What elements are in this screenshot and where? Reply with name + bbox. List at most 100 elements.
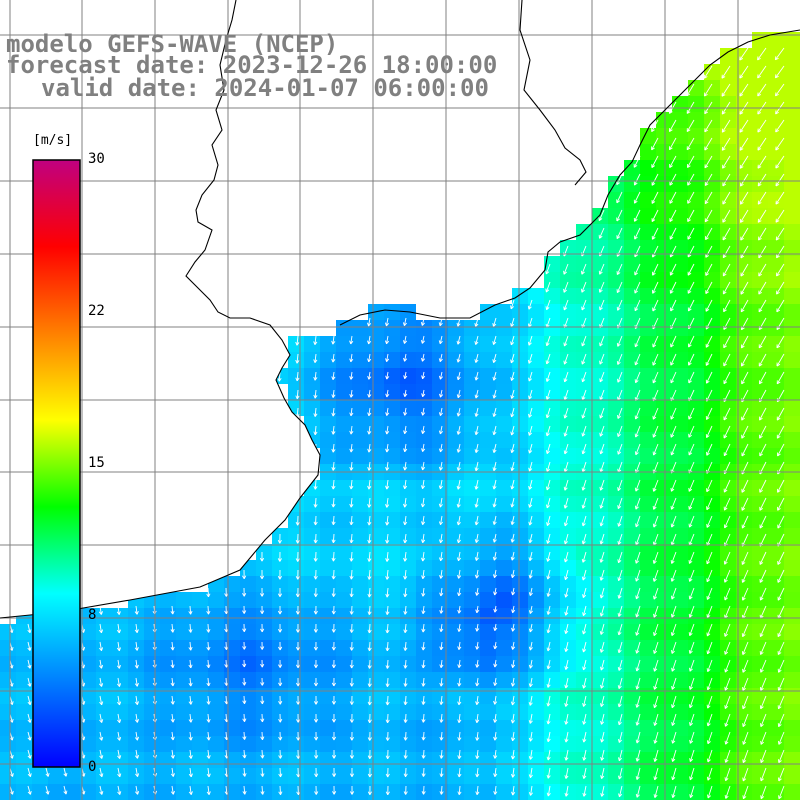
speed-cell <box>608 208 624 224</box>
wind-arrow <box>404 335 407 344</box>
wind-arrow-head <box>458 610 462 614</box>
speed-cell <box>0 688 16 704</box>
wind-arrow <box>512 731 515 741</box>
speed-cell <box>624 672 640 688</box>
wind-arrow-head <box>669 201 674 204</box>
wind-arrow-head <box>740 292 745 295</box>
wind-arrow <box>721 137 731 151</box>
speed-cell <box>720 576 736 592</box>
speed-cell <box>368 400 384 416</box>
wind-arrow-head <box>439 592 442 597</box>
wind-arrow-head <box>476 755 480 760</box>
wind-arrow-head <box>742 741 747 745</box>
wind-arrow <box>634 299 641 311</box>
wind-arrow-head <box>278 773 281 778</box>
speed-cell <box>736 688 752 704</box>
speed-cell <box>240 704 256 720</box>
wind-arrow-head <box>224 755 228 759</box>
speed-cell <box>208 672 224 688</box>
wind-arrow-head <box>775 57 779 61</box>
speed-cell <box>0 768 16 784</box>
wind-arrow <box>135 713 138 723</box>
speed-cell <box>656 608 672 624</box>
wind-arrow-head <box>331 593 334 597</box>
wind-arrow-head <box>350 521 354 526</box>
wind-arrow-head <box>475 719 478 723</box>
speed-cell <box>656 112 672 128</box>
speed-cell <box>416 624 432 640</box>
wind-arrow-head <box>386 576 390 580</box>
speed-cell <box>368 736 384 752</box>
speed-cell <box>112 784 128 800</box>
wind-arrow-head <box>582 523 586 527</box>
speed-cell <box>672 352 688 368</box>
wind-arrow-head <box>725 759 729 763</box>
wind-arrow-head <box>404 593 408 598</box>
wind-arrow-head <box>11 629 14 633</box>
speed-cell <box>304 768 320 784</box>
speed-cell <box>736 784 752 800</box>
wind-arrow-head <box>653 613 655 618</box>
speed-cell <box>208 784 224 800</box>
wind-arrow-head <box>331 503 334 508</box>
wind-arrow <box>672 731 677 744</box>
wind-arrow-head <box>492 449 495 453</box>
wind-arrow-head <box>11 647 14 651</box>
wind-arrow-head <box>421 736 424 741</box>
wind-arrow-head <box>259 593 263 597</box>
speed-cell <box>272 720 288 736</box>
speed-cell <box>352 496 368 512</box>
speed-cell <box>752 80 768 96</box>
wind-arrow <box>404 443 407 452</box>
wind-arrow-head <box>440 791 444 795</box>
wind-arrow <box>475 515 479 526</box>
wind-arrow-head <box>545 288 547 293</box>
wind-arrow-head <box>367 773 371 778</box>
wind-arrow-head <box>652 380 657 384</box>
wind-arrow-head <box>635 541 637 546</box>
wind-arrow-head <box>188 611 192 615</box>
wind-arrow-head <box>458 592 462 597</box>
wind-arrow <box>707 677 713 690</box>
wind-arrow <box>705 335 713 348</box>
speed-cell <box>784 112 800 128</box>
wind-arrow-head <box>618 560 622 564</box>
wind-arrow-head <box>206 629 209 633</box>
speed-cell <box>448 592 464 608</box>
wind-arrow-head <box>367 791 371 795</box>
wind-arrow-head <box>367 467 370 471</box>
wind-arrow <box>386 533 389 544</box>
speed-cell <box>768 608 784 624</box>
wind-arrow <box>350 443 353 453</box>
wind-arrow-head <box>776 292 780 295</box>
speed-cell <box>0 752 16 768</box>
wind-arrow-head <box>386 611 390 615</box>
speed-cell <box>704 192 720 208</box>
wind-arrow-head <box>511 557 515 561</box>
wind-arrow <box>706 479 713 492</box>
wind-arrow-head <box>775 75 779 79</box>
speed-cell <box>752 336 768 352</box>
wind-arrow-head <box>564 720 567 725</box>
wind-arrow-head <box>546 378 550 382</box>
wind-arrow-head <box>583 631 587 635</box>
wind-arrow-head <box>404 504 408 508</box>
wind-arrow-head <box>582 738 585 743</box>
wind-arrow-head <box>315 755 319 759</box>
wind-arrow <box>171 605 174 615</box>
wind-arrow-head <box>403 430 406 434</box>
wind-arrow-head <box>618 613 622 617</box>
speed-cell <box>592 544 608 560</box>
speed-cell <box>416 512 432 528</box>
wind-arrow-head <box>457 755 460 759</box>
wind-arrow <box>439 317 443 326</box>
wind-arrow-head <box>564 541 568 545</box>
wind-arrow <box>189 785 192 795</box>
wind-arrow-head <box>190 718 193 723</box>
wind-arrow-head <box>386 431 390 435</box>
wind-arrow-head <box>492 538 495 543</box>
wind-arrow <box>421 335 425 344</box>
speed-cell <box>672 768 688 784</box>
wind-arrow-head <box>170 682 174 687</box>
wind-arrow-head <box>528 395 530 400</box>
